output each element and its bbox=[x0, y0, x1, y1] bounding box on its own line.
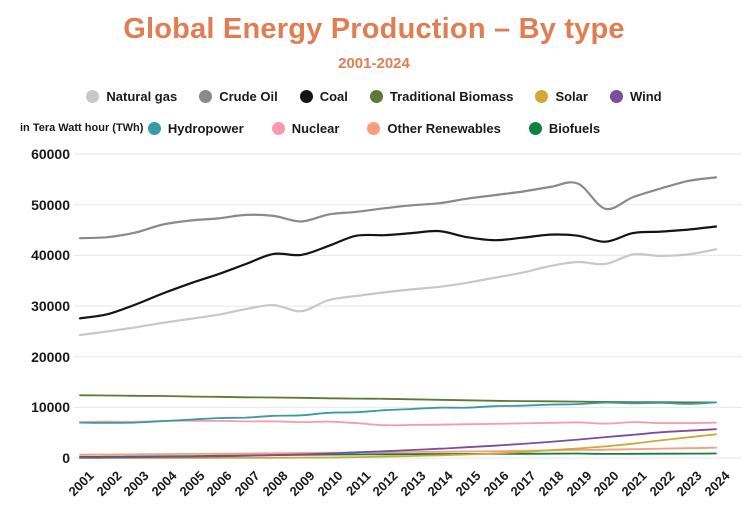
legend-item-traditional-biomass: Traditional Biomass bbox=[369, 89, 514, 104]
series-line-other-renewables bbox=[79, 446, 717, 456]
legend-item-solar: Solar bbox=[535, 89, 588, 104]
series-line-nuclear bbox=[79, 419, 717, 427]
y-tick-label-60000: 60000 bbox=[31, 146, 70, 163]
series-line-coal bbox=[78, 225, 718, 320]
chart-title: Global Energy Production – By type bbox=[123, 13, 625, 45]
legend-row-1: Natural gas Crude Oil Coal Traditional Biom… bbox=[0, 89, 748, 104]
wind-legend-dot-icon bbox=[609, 90, 623, 103]
series-line-traditional-biomass bbox=[79, 394, 717, 404]
y-tick-label-40000: 40000 bbox=[31, 247, 70, 264]
legend-label: Natural gas bbox=[106, 89, 178, 104]
y-tick-label-20000: 20000 bbox=[31, 348, 70, 365]
y-tick-label-50000: 50000 bbox=[31, 196, 70, 213]
legend-label: Nuclear bbox=[291, 121, 340, 136]
legend-item-coal: Coal bbox=[299, 89, 348, 104]
legend-item-other-renewables: Other Renewables bbox=[367, 121, 501, 136]
legend-item-natural-gas: Natural gas bbox=[86, 89, 177, 104]
legend-item-wind: Wind bbox=[609, 89, 662, 104]
series-line-wind bbox=[79, 428, 717, 459]
legend-item-nuclear: Nuclear bbox=[271, 121, 340, 136]
crude-oil-legend-dot-icon bbox=[199, 90, 213, 103]
legend-label: Hydropower bbox=[167, 121, 244, 136]
legend-label: Traditional Biomass bbox=[389, 89, 514, 104]
legend-label: Crude Oil bbox=[219, 89, 278, 104]
legend-item-hydropower: Hydropower bbox=[147, 121, 244, 136]
y-tick-label-10000: 10000 bbox=[31, 399, 70, 416]
y-axis-unit-label: in Tera Watt hour (TWh) bbox=[20, 122, 144, 134]
y-tick-label-0: 0 bbox=[62, 450, 70, 467]
chart-subtitle: 2001-2024 bbox=[338, 55, 410, 72]
series-line-natural-gas bbox=[78, 248, 718, 337]
traditional-biomass-legend-dot-icon bbox=[369, 90, 383, 103]
series-line-solar bbox=[79, 433, 717, 459]
hydropower-legend-dot-icon bbox=[147, 122, 161, 135]
legend-label: Biofuels bbox=[548, 121, 601, 136]
other-renewables-legend-dot-icon bbox=[367, 122, 381, 135]
y-tick-label-30000: 30000 bbox=[31, 298, 70, 315]
series-line-hydropower bbox=[79, 401, 717, 424]
legend-row-2: Hydropower Nuclear Other Renewables Biofuel… bbox=[0, 121, 748, 136]
biofuels-legend-dot-icon bbox=[528, 122, 542, 135]
legend-item-biofuels: Biofuels bbox=[528, 121, 601, 136]
natural-gas-legend-dot-icon bbox=[86, 90, 100, 103]
legend-label: Other Renewables bbox=[387, 121, 501, 136]
series-line-crude-oil bbox=[78, 176, 718, 240]
legend-label: Solar bbox=[555, 89, 588, 104]
legend-label: Coal bbox=[319, 89, 348, 104]
solar-legend-dot-icon bbox=[535, 90, 549, 103]
legend-label: Wind bbox=[629, 89, 662, 104]
nuclear-legend-dot-icon bbox=[271, 122, 285, 135]
coal-legend-dot-icon bbox=[299, 90, 313, 103]
legend-item-crude-oil: Crude Oil bbox=[199, 89, 278, 104]
